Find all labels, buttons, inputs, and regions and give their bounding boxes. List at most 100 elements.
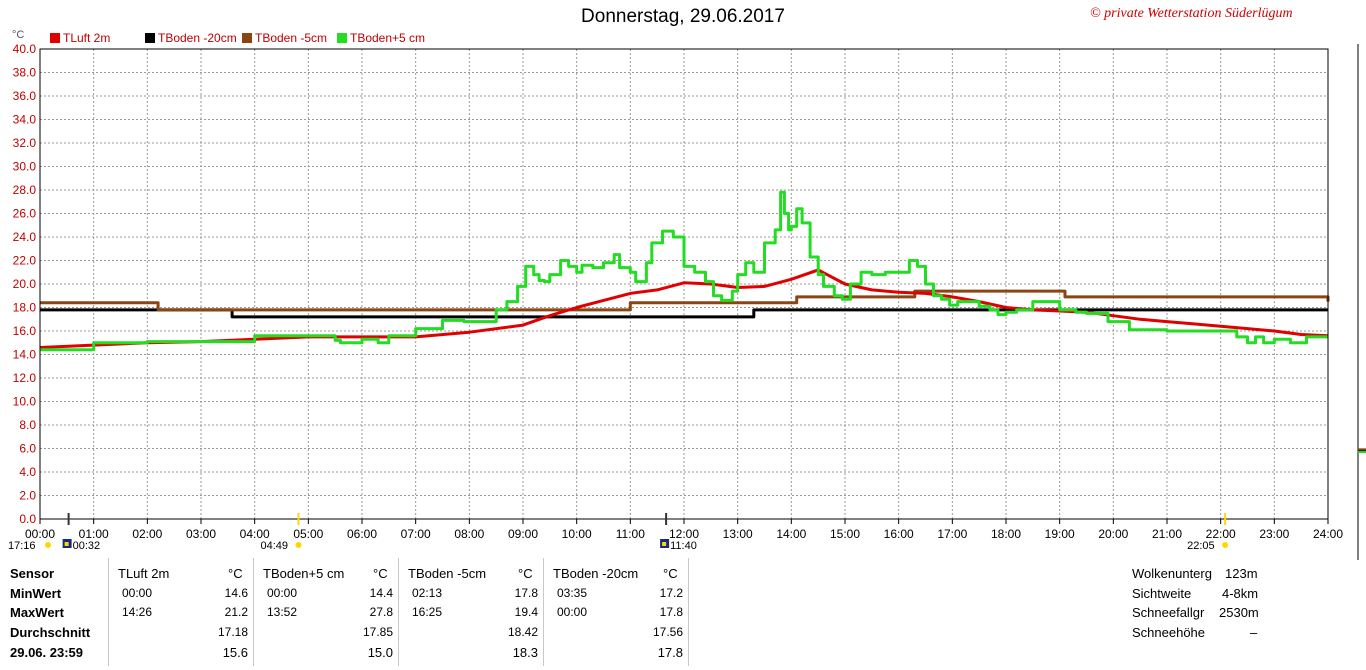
y-tick-label: 2.0 xyxy=(19,489,36,503)
max-time: 00:00 xyxy=(557,605,588,619)
min-value: 17.2 xyxy=(659,586,683,600)
avg-value: 18.42 xyxy=(507,625,538,639)
y-tick-label: 40.0 xyxy=(13,42,37,56)
legend-swatch xyxy=(337,33,347,43)
column-header: TLuft 2m xyxy=(118,566,170,581)
y-tick-label: 12.0 xyxy=(13,371,37,385)
copyright-notice: © private Wetterstation Süderlügum xyxy=(1090,6,1293,21)
row-label-max: MaxWert xyxy=(10,605,64,620)
current-value: 15.6 xyxy=(222,645,248,660)
current-value: 17.8 xyxy=(657,645,683,660)
legend-label: TBoden+5 cm xyxy=(350,31,426,45)
legend-entry-tboden-5: TBoden -5cm xyxy=(242,31,327,45)
column-header: TBoden -5cm xyxy=(408,566,487,581)
plot-frame xyxy=(39,48,1329,520)
y-tick-label: 22.0 xyxy=(13,254,37,268)
legend-entry-tboden-20: TBoden -20cm xyxy=(145,31,237,45)
y-tick-label: 8.0 xyxy=(19,418,36,432)
max-time: 16:25 xyxy=(412,605,443,619)
sun-icon xyxy=(45,542,51,548)
legend-swatch xyxy=(242,33,252,43)
x-tick-label: 04:00 xyxy=(240,527,270,541)
y-tick-label: 32.0 xyxy=(13,136,37,150)
series-line-tboden-5-cm xyxy=(40,190,1328,352)
legend-label: TLuft 2m xyxy=(63,31,111,45)
legend-swatch xyxy=(145,33,155,43)
min-time: 03:35 xyxy=(557,586,588,600)
weather-label: Wolkenunterg xyxy=(1132,566,1212,581)
current-value: 18.3 xyxy=(512,645,538,660)
y-tick-label: 10.0 xyxy=(13,395,37,409)
x-tick-label: 22:00 xyxy=(1206,527,1236,541)
weather-label: Schneehöhe xyxy=(1132,625,1206,640)
y-tick-label: 24.0 xyxy=(13,230,37,244)
weather-value: 2530m xyxy=(1219,605,1259,620)
x-tick-label: 00:00 xyxy=(25,527,55,541)
y-tick-label: 16.0 xyxy=(13,324,37,338)
x-tick-label: 05:00 xyxy=(293,527,323,541)
moonset-marker-time: 11:40 xyxy=(670,540,697,552)
x-axis-ticks: 00:00 01:00 02:00 03:00 04:00 05:00 06:00 07:00… xyxy=(25,519,1343,541)
weather-value: 4-8km xyxy=(1222,586,1259,601)
column-header: TBoden -20cm xyxy=(553,566,639,581)
weather-value: – xyxy=(1250,625,1258,640)
max-time: 13:52 xyxy=(267,605,298,619)
avg-value: 17.56 xyxy=(652,625,683,639)
x-tick-label: 02:00 xyxy=(132,527,162,541)
y-tick-label: 20.0 xyxy=(13,277,37,291)
min-value: 14.4 xyxy=(369,586,393,600)
row-label-min: MinWert xyxy=(10,586,62,601)
row-label-sensor: Sensor xyxy=(10,566,55,581)
x-tick-label: 19:00 xyxy=(1045,527,1075,541)
chart-grid xyxy=(40,49,1328,519)
x-tick-label: 20:00 xyxy=(1098,527,1128,541)
x-tick-label: 10:00 xyxy=(562,527,592,541)
weather-value: 123m xyxy=(1225,566,1258,581)
avg-value: 17.18 xyxy=(217,625,248,639)
y-axis-ticks: 0.0 2.0 4.0 6.0 8.0 10.0 12.0 14.0 16.0 18.0 20.0 2… xyxy=(13,42,37,526)
y-tick-label: 34.0 xyxy=(13,113,37,127)
x-tick-label: 16:00 xyxy=(884,527,914,541)
y-tick-label: 36.0 xyxy=(13,89,37,103)
y-tick-label: 6.0 xyxy=(19,442,36,456)
weather-label: Sichtweite xyxy=(1132,586,1192,601)
min-time: 00:00 xyxy=(267,586,298,600)
y-tick-label: 30.0 xyxy=(13,160,37,174)
moon-icon-glyph xyxy=(64,542,69,546)
sunset-marker-time: 22:05 xyxy=(1187,540,1215,552)
chart-series xyxy=(39,190,1330,352)
max-value: 27.8 xyxy=(369,605,393,619)
row-label-end: 29.06. 23:59 xyxy=(10,645,84,660)
legend-label: TBoden -5cm xyxy=(255,31,328,45)
x-tick-label: 03:00 xyxy=(186,527,216,541)
x-tick-label: 14:00 xyxy=(776,527,806,541)
legend-label: TBoden -20cm xyxy=(158,31,237,45)
legend-swatch xyxy=(50,33,60,43)
current-values-bar xyxy=(1357,44,1366,560)
y-axis-unit: °C xyxy=(12,29,25,41)
min-value: 17.8 xyxy=(514,586,538,600)
plot-border xyxy=(39,48,1329,520)
x-tick-label: 07:00 xyxy=(401,527,431,541)
max-value: 19.4 xyxy=(514,605,538,619)
moonrise-marker-time: 00:32 xyxy=(73,540,101,552)
row-label-avg: Durchschnitt xyxy=(10,625,91,640)
min-time: 02:13 xyxy=(412,586,443,600)
weather-label: Schneefallgr xyxy=(1132,605,1205,620)
avg-value: 17.85 xyxy=(362,625,393,639)
column-unit: °C xyxy=(373,566,388,581)
x-tick-label: 13:00 xyxy=(723,527,753,541)
x-tick-label: 11:00 xyxy=(616,527,645,541)
sun-moon-markers: 04:49 22:05 00:32 11:40 17:16 xyxy=(8,513,1229,552)
y-tick-label: 14.0 xyxy=(13,348,37,362)
column-header: TBoden+5 cm xyxy=(263,566,345,581)
min-time: 00:00 xyxy=(122,586,153,600)
y-tick-label: 28.0 xyxy=(13,183,37,197)
column-unit: °C xyxy=(228,566,243,581)
x-tick-label: 08:00 xyxy=(454,527,484,541)
x-tick-label: 09:00 xyxy=(508,527,538,541)
legend-entry-tboden-plus5: TBoden+5 cm xyxy=(337,31,425,45)
max-value: 21.2 xyxy=(224,605,248,619)
y-tick-label: 0.0 xyxy=(19,512,36,526)
series-line-tboden-5cm xyxy=(40,289,1330,312)
